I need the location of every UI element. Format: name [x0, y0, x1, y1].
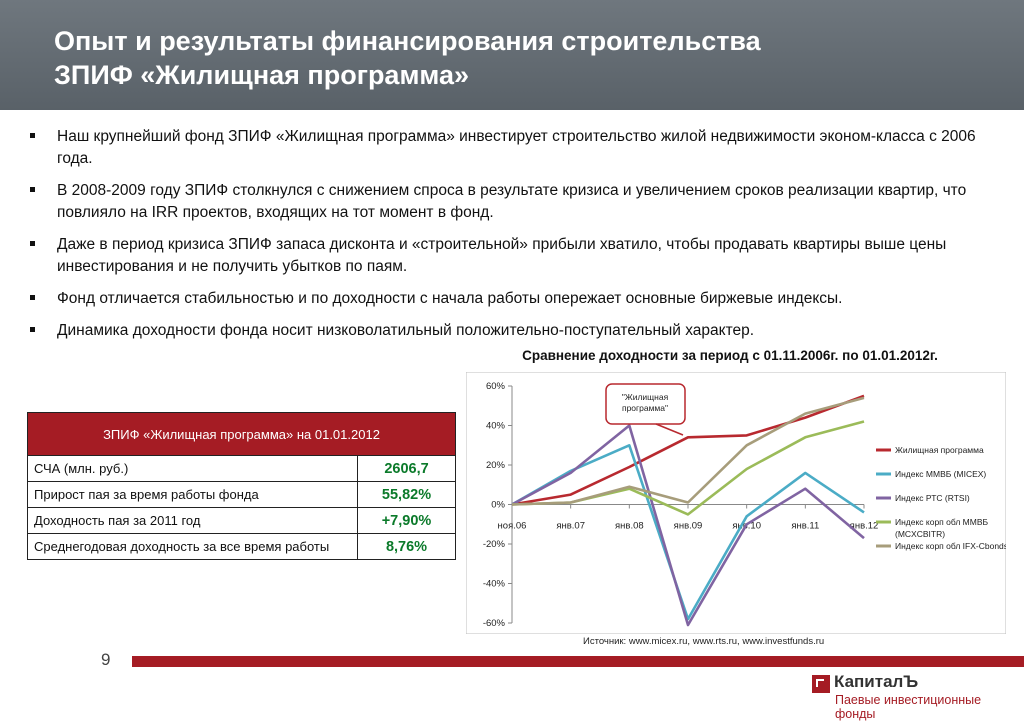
series-line: [511, 444, 865, 621]
bullet-square-icon: [30, 133, 35, 138]
fund-summary-table: ЗПИФ «Жилищная программа» на 01.01.2012 …: [27, 412, 456, 560]
bullet-text: Даже в период кризиса ЗПИФ запаса дискон…: [57, 236, 947, 275]
y-tick-label: 40%: [486, 421, 506, 432]
legend-label: (MCXCBITR): [895, 529, 945, 539]
bullet-item: В 2008-2009 году ЗПИФ столкнулся с сниже…: [28, 180, 988, 224]
series-line: [511, 394, 865, 506]
page-number: 9: [101, 650, 111, 669]
legend-label: Индекс корп обл ММВБ: [895, 517, 989, 527]
row-value: 8,76%: [357, 533, 456, 560]
y-tick-label: 20%: [486, 460, 506, 471]
source-note: Источник: www.micex.ru, www.rts.ru, www.…: [583, 636, 825, 647]
y-tick-label: -40%: [483, 579, 506, 590]
legend-label: Индекс ММВБ (MICEX): [895, 469, 986, 479]
table-row: Прирост пая за время работы фонда 55,82%: [27, 481, 456, 508]
row-label: Доходность пая за 2011 год: [27, 507, 358, 534]
bullet-text: Динамика доходности фонда носит низковол…: [57, 322, 755, 339]
bullet-item: Наш крупнейший фонд ЗПИФ «Жилищная прогр…: [28, 126, 988, 170]
annotation-label: "Жилищная: [622, 392, 669, 402]
legend-label: Индекс корп обл IFX-Cbonds: [895, 541, 1006, 551]
x-tick-label: янв.07: [556, 521, 585, 532]
bullet-text: Фонд отличается стабильностью и по доход…: [57, 290, 843, 307]
bullet-item: Даже в период кризиса ЗПИФ запаса дискон…: [28, 234, 988, 278]
row-label: Среднегодовая доходность за все время ра…: [27, 533, 358, 560]
bullet-text: Наш крупнейший фонд ЗПИФ «Жилищная прогр…: [57, 128, 976, 167]
annotation-label: программа": [622, 403, 668, 413]
row-value: 2606,7: [357, 455, 456, 482]
bullet-item: Фонд отличается стабильностью и по доход…: [28, 288, 988, 310]
title-line-1: Опыт и результаты финансирования строите…: [54, 26, 761, 56]
bullet-square-icon: [30, 327, 35, 332]
y-tick-label: 0%: [491, 500, 505, 511]
series-line: [511, 396, 865, 506]
footer-red-bar: [132, 656, 1024, 667]
row-label: СЧА (млн. руб.): [27, 455, 358, 482]
brand-name: КапиталЪ: [834, 672, 919, 691]
bullet-square-icon: [30, 241, 35, 246]
row-label: Прирост пая за время работы фонда: [27, 481, 358, 508]
bullet-text: В 2008-2009 году ЗПИФ столкнулся с сниже…: [57, 182, 967, 221]
annotation-pointer: [655, 423, 684, 436]
legend-label: Индекс РТС (RTSI): [895, 493, 970, 503]
table-header-row: ЗПИФ «Жилищная программа» на 01.01.2012: [27, 412, 456, 456]
bullet-list: Наш крупнейший фонд ЗПИФ «Жилищная прогр…: [28, 126, 988, 352]
table-header: ЗПИФ «Жилищная программа» на 01.01.2012: [27, 412, 456, 456]
y-tick-label: -60%: [483, 618, 506, 629]
yield-comparison-chart: 60% 40% 20% 0% -20% -40% -60% ноя.06 янв.07 янв.0…: [466, 372, 1006, 634]
table-row: СЧА (млн. руб.) 2606,7: [27, 455, 456, 482]
y-tick-label: 60%: [486, 381, 506, 392]
x-tick-label: ноя.06: [498, 521, 527, 532]
series-line: [511, 424, 865, 627]
page-title: Опыт и результаты финансирования строите…: [54, 24, 994, 92]
bullet-item: Динамика доходности фонда носит низковол…: [28, 320, 988, 342]
legend-label: Жилищная программа: [895, 445, 984, 455]
kapital-logo-icon: [812, 675, 830, 693]
x-tick-label: янв.09: [674, 521, 703, 532]
table-row: Доходность пая за 2011 год +7,90%: [27, 507, 456, 534]
x-tick-label: янв.12: [850, 521, 879, 532]
x-tick-label: янв.08: [615, 521, 644, 532]
bullet-square-icon: [30, 295, 35, 300]
x-tick-label: янв.11: [791, 521, 819, 532]
bullet-square-icon: [30, 187, 35, 192]
chart-title: Сравнение доходности за период с 01.11.2…: [522, 348, 938, 363]
row-value: 55,82%: [357, 481, 456, 508]
table-row: Среднегодовая доходность за все время ра…: [27, 533, 456, 560]
y-tick-label: -20%: [483, 539, 506, 550]
header-bar: Опыт и результаты финансирования строите…: [0, 0, 1024, 110]
row-value: +7,90%: [357, 507, 456, 534]
annotation-box: [605, 383, 686, 425]
title-line-2: ЗПИФ «Жилищная программа»: [54, 60, 470, 90]
brand-tagline: Паевые инвестиционные фонды: [835, 693, 982, 721]
